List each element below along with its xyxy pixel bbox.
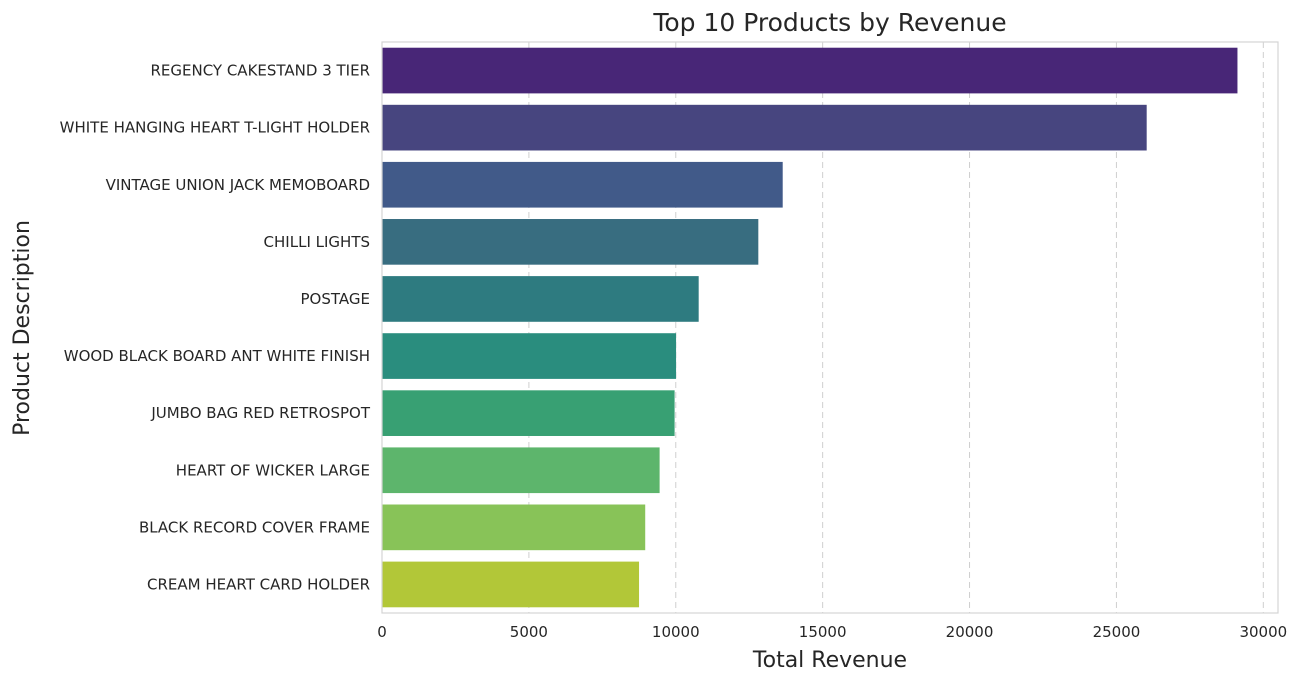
chart-title: Top 10 Products by Revenue xyxy=(652,8,1006,37)
bar xyxy=(382,104,1147,151)
category-label: CHILLI LIGHTS xyxy=(264,233,370,251)
plot-frame xyxy=(381,41,1279,614)
x-tick-label: 10000 xyxy=(652,623,700,641)
bar xyxy=(382,333,677,379)
x-tick-label: 15000 xyxy=(799,623,847,641)
y-axis-label: Product Description xyxy=(10,220,35,436)
category-label: WOOD BLACK BOARD ANT WHITE FINISH xyxy=(64,347,370,365)
x-tick-label: 5000 xyxy=(510,623,548,641)
category-label: CREAM HEART CARD HOLDER xyxy=(147,575,370,593)
category-labels: REGENCY CAKESTAND 3 TIER WHITE HANGING HE… xyxy=(60,62,371,594)
bar xyxy=(382,47,1238,94)
bar xyxy=(382,161,783,208)
category-label: WHITE HANGING HEART T-LIGHT HOLDER xyxy=(60,119,370,137)
bars xyxy=(382,47,1238,608)
category-label: REGENCY CAKESTAND 3 TIER xyxy=(150,62,370,80)
x-tick-label: 20000 xyxy=(946,623,994,641)
x-tick-label: 30000 xyxy=(1239,623,1287,641)
category-label: BLACK RECORD COVER FRAME xyxy=(139,518,370,536)
bar xyxy=(382,276,699,322)
category-label: POSTAGE xyxy=(301,290,370,308)
category-label: HEART OF WICKER LARGE xyxy=(176,461,370,479)
category-label: VINTAGE UNION JACK MEMOBOARD xyxy=(106,176,370,194)
x-axis-label: Total Revenue xyxy=(752,648,907,673)
bar xyxy=(382,219,759,265)
bar xyxy=(382,390,675,436)
x-tick-label: 25000 xyxy=(1093,623,1141,641)
x-tick-labels: 0 5000 10000 15000 20000 25000 30000 xyxy=(377,623,1287,641)
bar xyxy=(382,561,640,608)
bar xyxy=(382,447,660,494)
x-tick-label: 0 xyxy=(377,623,387,641)
category-label: JUMBO BAG RED RETROSPOT xyxy=(150,404,371,422)
bar xyxy=(382,504,646,551)
